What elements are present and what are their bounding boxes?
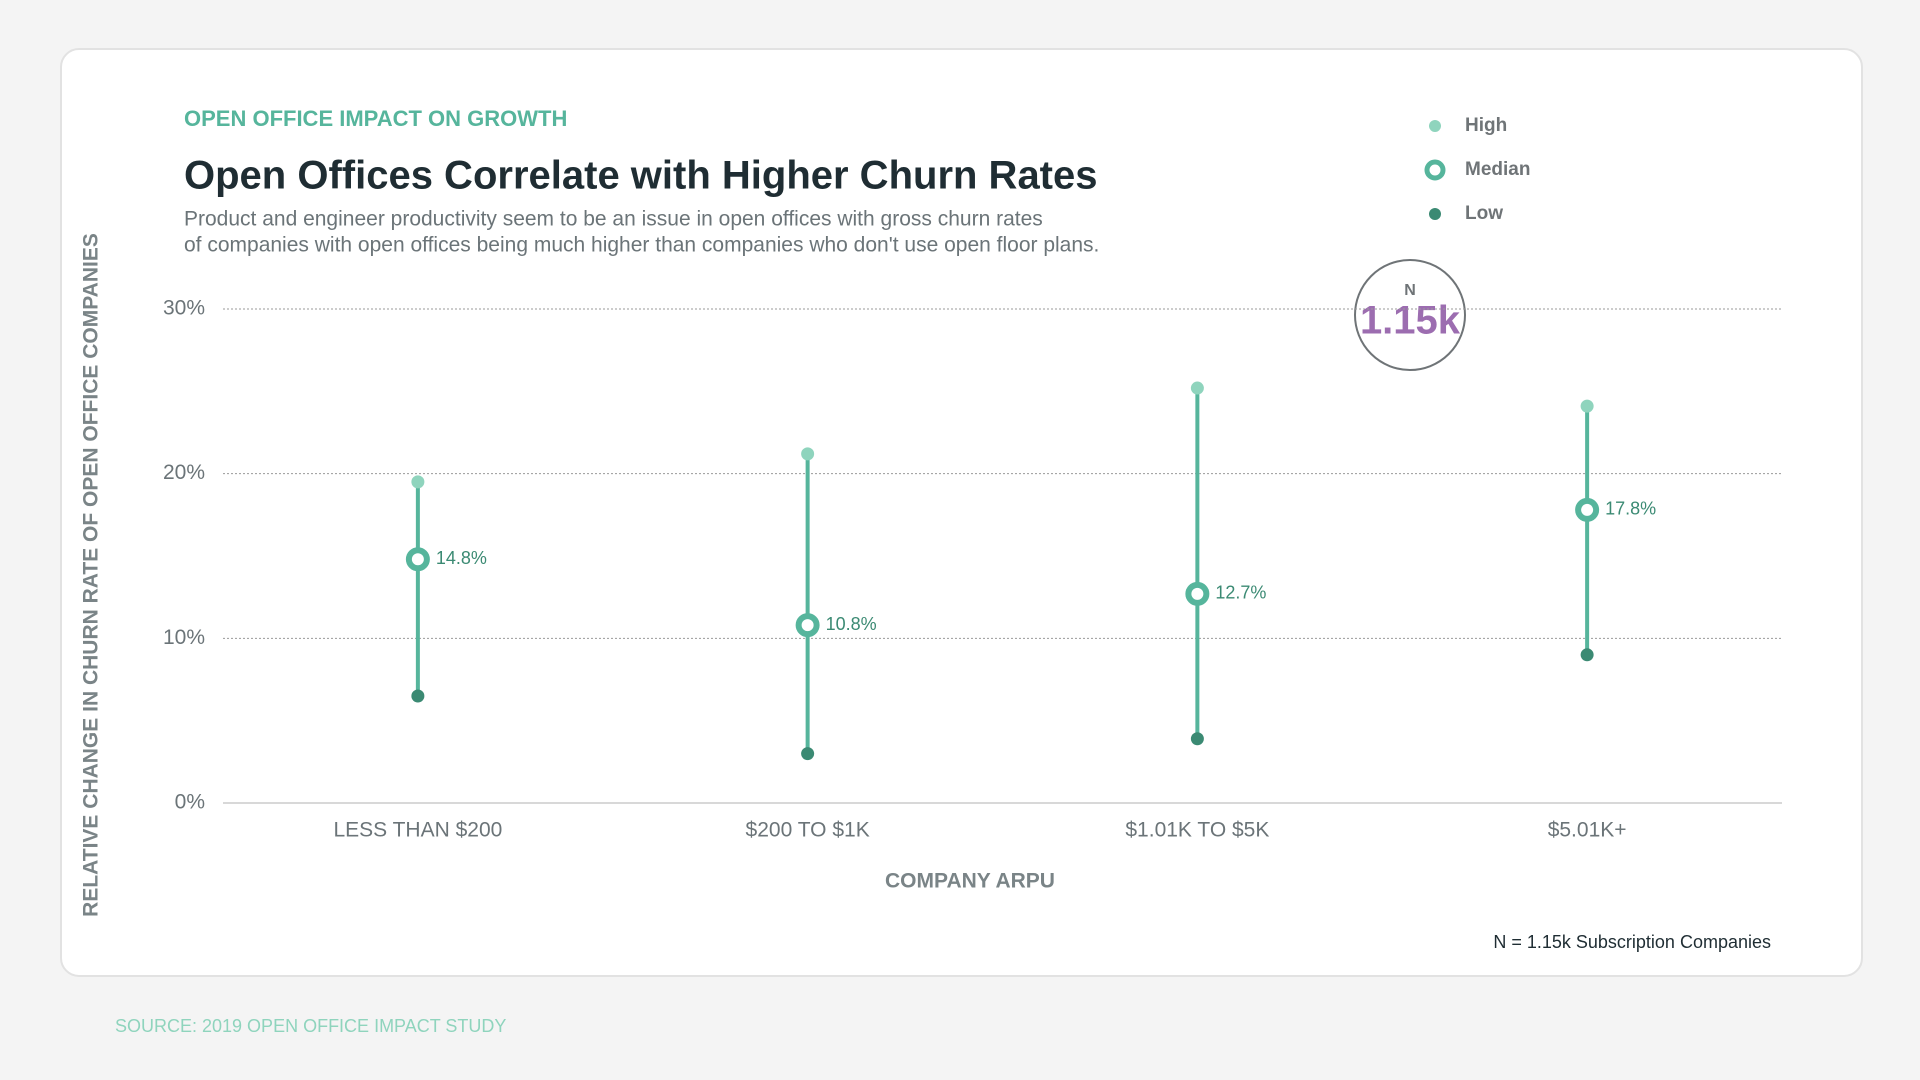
high-dot <box>801 447 815 461</box>
low-dot <box>801 747 815 761</box>
low-dot <box>1190 732 1204 746</box>
source: SOURCE: 2019 OPEN OFFICE IMPACT STUDY <box>115 1016 506 1036</box>
x-tick-label: $200 TO $1K <box>746 819 870 842</box>
footnote: N = 1.15k Subscription Companies <box>1493 932 1771 952</box>
x-tick-label: $1.01K TO $5K <box>1125 819 1269 842</box>
high-dot <box>411 475 425 489</box>
legend-marker <box>1429 120 1441 132</box>
y-axis-title: RELATIVE CHANGE IN CHURN RATE OF OPEN OF… <box>80 233 103 917</box>
value-label: 12.7% <box>1215 583 1266 603</box>
badge <box>1354 259 1466 371</box>
value-label: 14.8% <box>436 548 487 568</box>
high-dot <box>1190 381 1204 395</box>
y-tick-label: 10% <box>163 626 205 649</box>
y-tick-label: 20% <box>163 461 205 484</box>
subtitle: of companies with open offices being muc… <box>184 234 1099 257</box>
value-label: 10.8% <box>826 614 877 634</box>
badge-value: 1.15k <box>1360 299 1461 343</box>
subtitle: Product and engineer productivity seem t… <box>184 208 1043 231</box>
chart-title: Open Offices Correlate with Higher Churn… <box>184 154 1098 198</box>
legend-label: Low <box>1465 203 1503 224</box>
median-dot <box>795 613 820 638</box>
high-dot <box>1580 399 1594 413</box>
median-dot <box>1185 581 1210 606</box>
median-dot <box>1575 497 1600 522</box>
y-tick-label: 30% <box>163 297 205 320</box>
legend-label: High <box>1465 115 1507 136</box>
x-tick-label: $5.01K+ <box>1548 819 1627 842</box>
x-axis-title: COMPANY ARPU <box>885 870 1055 893</box>
legend-label: Median <box>1465 159 1530 180</box>
low-dot <box>411 689 425 703</box>
badge-label: N <box>1404 282 1416 299</box>
value-label: 17.8% <box>1605 499 1656 519</box>
x-tick-label: LESS THAN $200 <box>333 819 502 842</box>
low-dot <box>1580 648 1594 662</box>
kicker: OPEN OFFICE IMPACT ON GROWTH <box>184 106 567 131</box>
median-dot <box>405 547 430 572</box>
legend-marker <box>1424 159 1446 181</box>
legend-marker <box>1429 208 1441 220</box>
y-tick-label: 0% <box>175 791 205 814</box>
